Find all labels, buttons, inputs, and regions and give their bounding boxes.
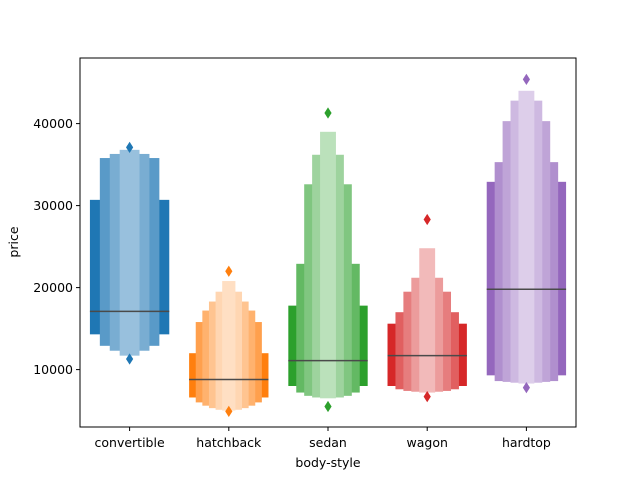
hardtop-outlier-2 bbox=[522, 73, 530, 85]
sedan-outlier-2 bbox=[324, 107, 332, 119]
y-tick-label: 40000 bbox=[33, 116, 73, 131]
hatchback-outlier-2 bbox=[225, 265, 233, 277]
hardtop-box-level-5 bbox=[518, 90, 535, 384]
x-axis: convertible hatchback sedan wagon hardtop bbox=[95, 427, 551, 450]
y-tick-label: 10000 bbox=[33, 362, 73, 377]
convertible-outlier-2 bbox=[126, 141, 134, 154]
hardtop-outlier-1 bbox=[522, 382, 530, 394]
x-axis-label: body-style bbox=[295, 455, 360, 470]
y-tick-label: 20000 bbox=[33, 280, 73, 295]
plot-marks bbox=[89, 73, 567, 418]
sedan-box-level-5 bbox=[320, 131, 336, 399]
x-tick-label: hatchback bbox=[196, 435, 262, 450]
wagon-outlier-2 bbox=[423, 213, 431, 226]
x-tick-label: convertible bbox=[95, 435, 165, 450]
hatchback-outlier-1 bbox=[225, 405, 233, 418]
x-tick-label: sedan bbox=[309, 435, 347, 450]
x-tick-label: hardtop bbox=[502, 435, 551, 450]
convertible-box-level-4 bbox=[119, 149, 140, 356]
sedan-outlier-1 bbox=[324, 400, 332, 413]
hatchback-box-level-6 bbox=[222, 281, 236, 411]
y-axis-label: price bbox=[6, 226, 21, 257]
x-tick-label: wagon bbox=[407, 435, 448, 450]
y-axis: 10000 20000 30000 40000 bbox=[33, 116, 80, 377]
y-tick-label: 30000 bbox=[33, 198, 73, 213]
wagon-box-level-5 bbox=[419, 248, 436, 393]
wagon-outlier-1 bbox=[423, 391, 431, 403]
convertible-outlier-1 bbox=[126, 353, 134, 365]
